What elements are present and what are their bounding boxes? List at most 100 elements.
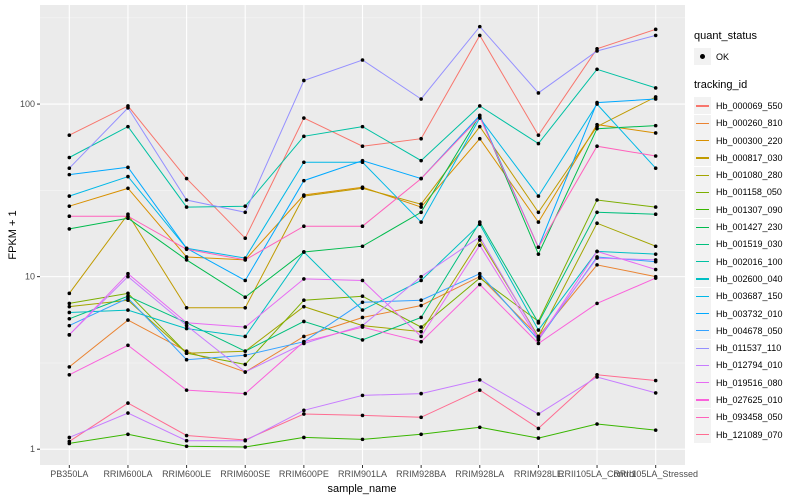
data-point [360, 158, 365, 163]
data-point [302, 319, 306, 324]
data-point [184, 323, 189, 328]
legend-entry: Hb_001080_280 [694, 166, 798, 184]
data-point [477, 235, 482, 239]
data-point [595, 221, 599, 226]
data-point [184, 205, 189, 209]
legend-entry: Hb_012794_010 [694, 356, 798, 374]
point-key-icon [694, 48, 711, 66]
data-point [184, 351, 189, 356]
legend-entry: Hb_000817_030 [694, 149, 798, 167]
data-point [302, 250, 306, 254]
data-point [67, 166, 72, 170]
data-point [184, 438, 189, 443]
data-point [302, 178, 306, 183]
data-point [67, 194, 72, 198]
line-key-icon [694, 235, 711, 253]
data-point [67, 310, 72, 315]
data-point [477, 222, 482, 227]
data-point [302, 277, 306, 281]
data-point [360, 300, 365, 305]
legend-label: Hb_019516_080 [716, 377, 783, 388]
data-point [184, 357, 189, 362]
data-point [67, 172, 72, 177]
data-point [477, 388, 482, 392]
data-point [126, 274, 130, 279]
data-point [419, 391, 423, 396]
data-point [653, 391, 658, 395]
data-point [536, 194, 541, 198]
legend-label: Hb_000300_220 [716, 135, 783, 146]
data-point [595, 256, 599, 260]
legend-entry: Hb_121089_070 [694, 426, 798, 444]
x-tick-label: RRII105LA_Stressed [613, 469, 698, 479]
data-point [126, 214, 130, 218]
line-key-icon [694, 408, 711, 426]
y-tick-label: 1 [30, 444, 35, 454]
data-point [477, 271, 482, 276]
legend-entry: Hb_004678_050 [694, 322, 798, 340]
data-point [184, 198, 189, 202]
line-key-icon [694, 149, 711, 167]
data-point [302, 334, 306, 339]
data-point [126, 318, 130, 322]
data-point [243, 295, 248, 300]
data-point [595, 301, 599, 306]
data-point [653, 267, 658, 272]
y-axis: 1 10 100 [20, 99, 40, 454]
data-point [126, 308, 130, 312]
data-point [477, 243, 482, 248]
legend-label: Hb_001080_280 [716, 170, 783, 181]
data-point [419, 202, 423, 206]
legend-label: Hb_002600_040 [716, 273, 783, 284]
legend-label: Hb_004678_050 [716, 325, 783, 336]
data-point [536, 328, 541, 332]
data-point [477, 282, 482, 287]
line-key-icon [694, 201, 711, 219]
data-point [536, 141, 541, 146]
data-point [419, 274, 423, 279]
data-point [477, 238, 482, 242]
data-point [126, 186, 130, 191]
data-point [243, 305, 248, 310]
data-point [360, 144, 365, 148]
data-point [67, 323, 72, 328]
data-point [184, 176, 189, 181]
x-tick-label: RRIM600SE [220, 469, 270, 479]
color-legend-title: tracking_id [694, 79, 748, 92]
data-point [126, 124, 130, 129]
data-point [126, 401, 130, 405]
data-point [243, 258, 248, 262]
data-point [67, 204, 72, 208]
data-point [653, 212, 658, 217]
legend-label: Hb_121089_070 [716, 429, 783, 440]
data-point [360, 325, 365, 329]
legend-label: Hb_012794_010 [716, 360, 783, 371]
line-key-icon [694, 253, 711, 271]
data-point [653, 166, 658, 170]
data-point [243, 236, 248, 240]
data-point [477, 124, 482, 129]
data-point [595, 126, 599, 131]
data-point [653, 428, 658, 432]
legend-entry: Hb_019516_080 [694, 374, 798, 392]
data-point [536, 91, 541, 95]
data-point [302, 412, 306, 416]
legend-entry: Hb_000069_550 [694, 97, 798, 115]
data-point [243, 370, 248, 374]
line-key-icon [694, 322, 711, 340]
data-point [419, 136, 423, 141]
data-point [595, 422, 599, 426]
data-point [419, 205, 423, 209]
data-point [419, 220, 423, 224]
line-key-icon [694, 339, 711, 357]
data-point [302, 194, 306, 198]
data-point [360, 278, 365, 283]
data-point [419, 298, 423, 303]
data-point [419, 315, 423, 320]
data-point [419, 415, 423, 420]
legend-label: Hb_003687_150 [716, 291, 783, 302]
legend-entry: Hb_001427_230 [694, 218, 798, 236]
data-point [360, 338, 365, 342]
data-point [419, 158, 423, 163]
data-point [184, 444, 189, 449]
